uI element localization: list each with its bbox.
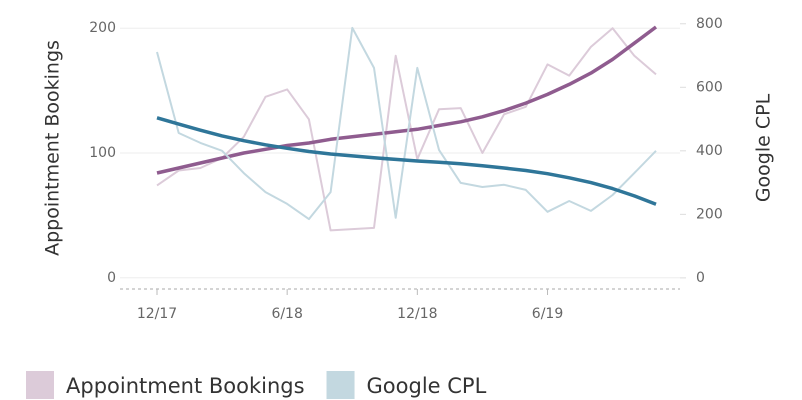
trend-line [156, 116, 657, 206]
x-tick-label: 6/19 [532, 306, 563, 322]
trend-line [156, 25, 658, 175]
y-tick-label: 0 [107, 270, 116, 286]
y2-tick-label: 200 [696, 206, 723, 222]
y2-tick-label: 800 [696, 16, 723, 32]
y2-tick-label: 0 [696, 270, 705, 286]
x-tick-label: 6/18 [271, 306, 302, 322]
y2-tick-label: 400 [696, 143, 723, 159]
x-tick-label: 12/18 [397, 306, 437, 322]
y2-axis-title: Google CPL [753, 93, 775, 202]
y-tick-label: 200 [89, 20, 116, 36]
legend-label: Appointment Bookings [66, 374, 305, 398]
series-line [156, 26, 657, 221]
x-tick-label: 12/17 [137, 306, 177, 322]
y-tick-label: 100 [89, 145, 116, 161]
legend-label: Google CPL [367, 374, 487, 398]
legend-swatch [326, 371, 355, 399]
legend-swatch [26, 371, 54, 399]
y-axis-title: Appointment Bookings [42, 40, 64, 256]
y2-tick-label: 600 [696, 79, 723, 95]
